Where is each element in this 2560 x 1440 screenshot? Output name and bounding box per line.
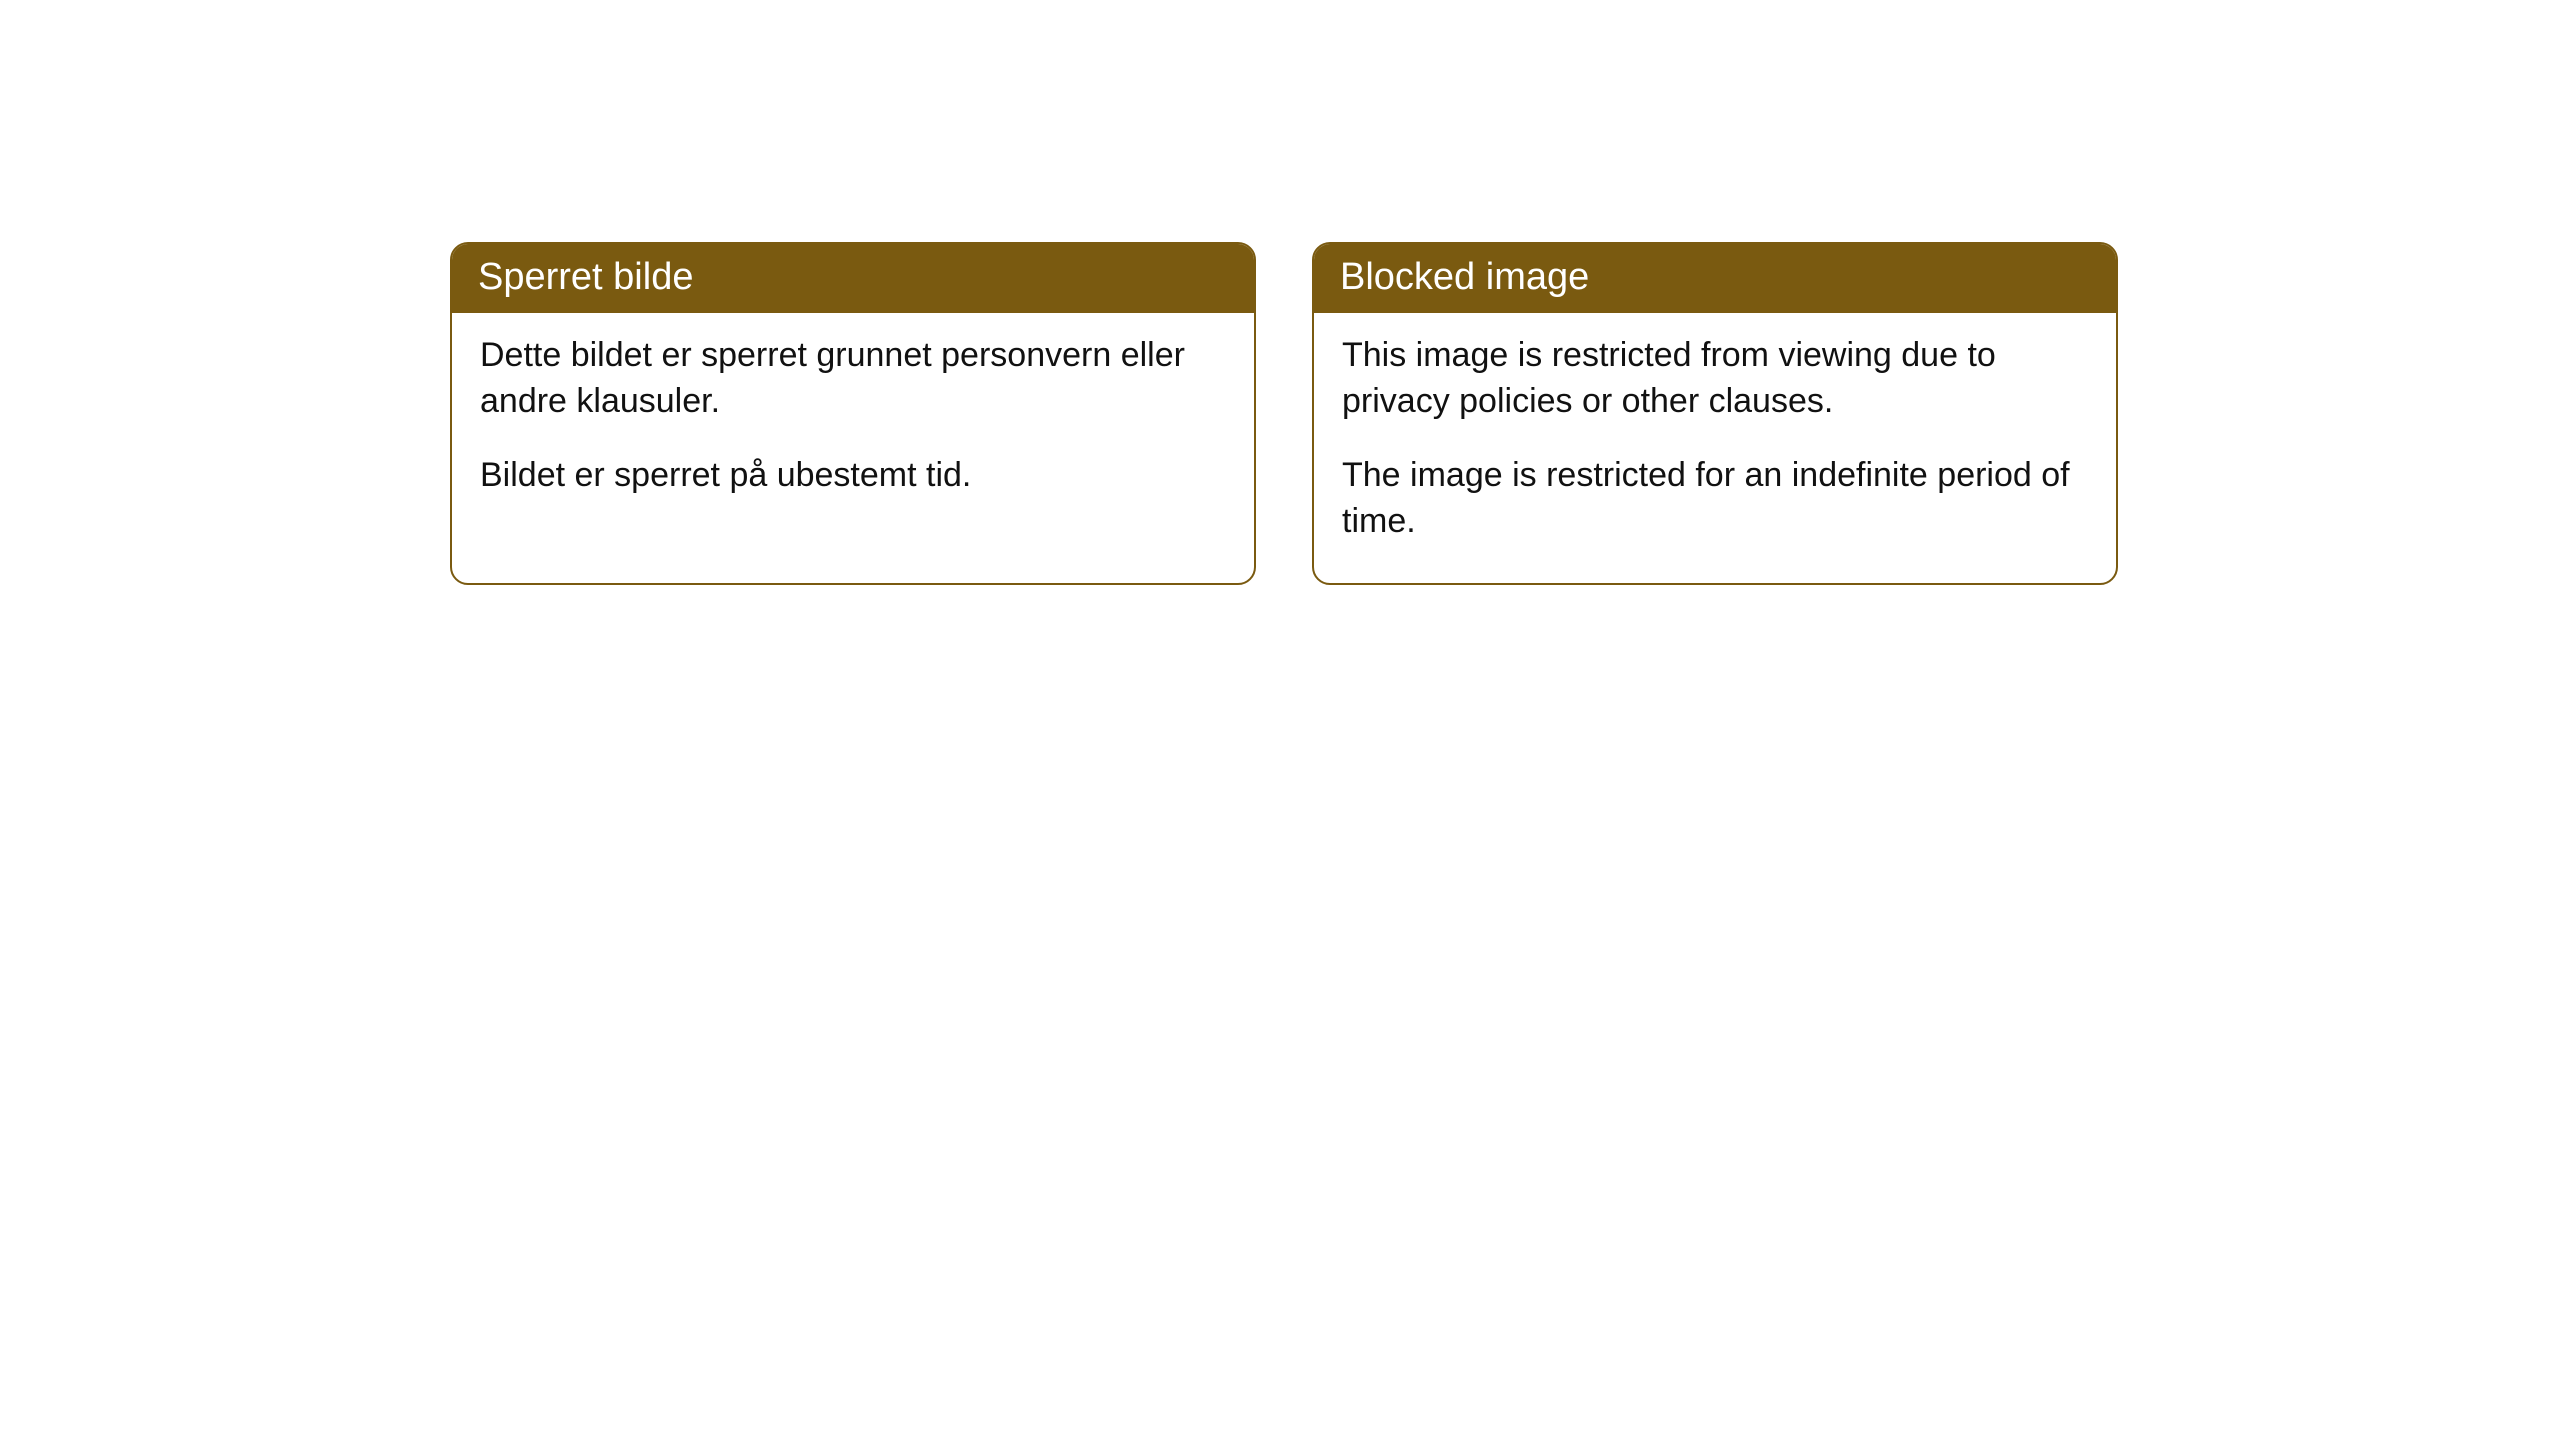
card-body: Dette bildet er sperret grunnet personve… xyxy=(452,313,1254,537)
card-paragraph: The image is restricted for an indefinit… xyxy=(1342,453,2088,545)
card-paragraph: Dette bildet er sperret grunnet personve… xyxy=(480,333,1226,425)
card-body: This image is restricted from viewing du… xyxy=(1314,313,2116,583)
card-paragraph: Bildet er sperret på ubestemt tid. xyxy=(480,453,1226,499)
card-title: Sperret bilde xyxy=(452,244,1254,313)
card-paragraph: This image is restricted from viewing du… xyxy=(1342,333,2088,425)
blocked-card-english: Blocked image This image is restricted f… xyxy=(1312,242,2118,585)
blocked-card-norwegian: Sperret bilde Dette bildet er sperret gr… xyxy=(450,242,1256,585)
card-title: Blocked image xyxy=(1314,244,2116,313)
blocked-image-notices: Sperret bilde Dette bildet er sperret gr… xyxy=(450,242,2118,585)
